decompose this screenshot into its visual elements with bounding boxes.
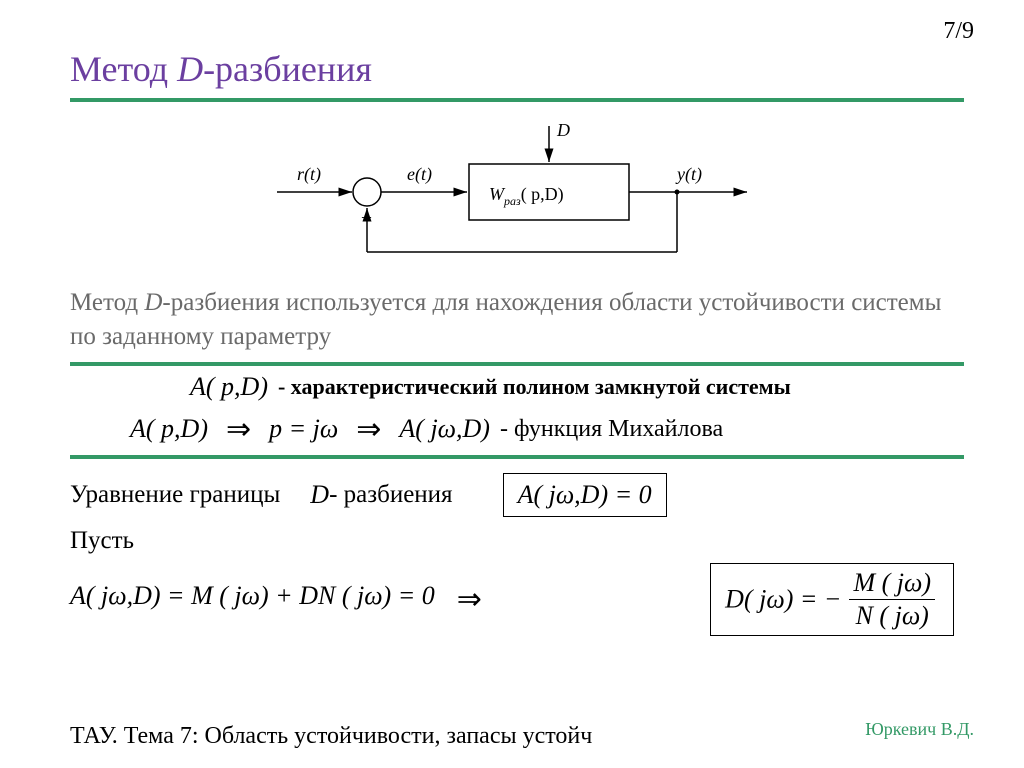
let-equation-row: A( jω,D) = M ( jω) + DN ( jω) = 0 ⇒ D( j… (70, 563, 964, 636)
para-post: -разбиения используется для нахождения о… (70, 289, 941, 350)
boundary-boxed-eq: A( jω,D) = 0 (503, 473, 667, 517)
double-arrow-3-icon: ⇒ (439, 582, 500, 617)
mikhailov-expr2: p = jω (269, 414, 338, 444)
result-lhs: D( jω) = − (725, 584, 841, 613)
divider-3 (70, 455, 964, 459)
boundary-text-post: - разбиения (329, 481, 453, 509)
charpoly-expr: A( p,D) (190, 372, 268, 402)
boundary-D: D (310, 480, 329, 510)
para-D: D (144, 289, 162, 316)
page-number: 7/9 (943, 18, 974, 45)
title-part1: Метод (70, 49, 177, 89)
mikhailov-expr3: A( jω,D) (399, 414, 490, 444)
double-arrow-2-icon: ⇒ (338, 412, 399, 447)
diagram-input-label: r(t) (297, 164, 321, 185)
para-pre: Метод (70, 289, 144, 316)
block-diagram-wrap: r(t) – e(t) Wраз( p,D) D y(t) (70, 112, 964, 282)
description-paragraph: Метод D-разбиения используется для нахож… (70, 286, 964, 354)
summing-junction-icon (353, 178, 381, 206)
mikhailov-expr1: A( p,D) (130, 414, 208, 444)
diagram-output-label: y(t) (675, 164, 702, 185)
footer-text: ТАУ. Тема 7: Область устойчивости, запас… (70, 723, 592, 750)
divider-1 (70, 98, 964, 102)
diagram-error-label: e(t) (407, 164, 432, 185)
mikhailov-line: A( p,D) ⇒ p = jω ⇒ A( jω,D) - функция Ми… (130, 412, 964, 447)
slide-title: Метод D-разбиения (70, 48, 964, 90)
result-boxed-eq: D( jω) = − M ( jω) N ( jω) (710, 563, 954, 636)
divider-2 (70, 362, 964, 366)
let-label: Пусть (70, 527, 964, 555)
mikhailov-desc: - функция Михайлова (500, 416, 723, 443)
diagram-disturbance-label: D (556, 120, 570, 140)
frac-den: N ( jω) (849, 600, 935, 629)
block-diagram: r(t) – e(t) Wраз( p,D) D y(t) (257, 112, 777, 282)
let-lhs: A( jω,D) = M ( jω) + DN ( jω) = 0 (70, 581, 435, 610)
boundary-line: Уравнение границы D - разбиения A( jω,D)… (70, 473, 964, 517)
title-italic-D: D (177, 49, 203, 89)
frac-num: M ( jω) (849, 570, 935, 600)
author-text: Юркевич В.Д. (865, 719, 974, 740)
title-part2: -разбиения (203, 49, 372, 89)
double-arrow-1-icon: ⇒ (208, 412, 269, 447)
charpoly-desc: - характеристический полином замкнутой с… (278, 374, 791, 400)
charpoly-line: A( p,D) - характеристический полином зам… (190, 372, 964, 402)
boundary-text-pre: Уравнение границы (70, 481, 280, 509)
